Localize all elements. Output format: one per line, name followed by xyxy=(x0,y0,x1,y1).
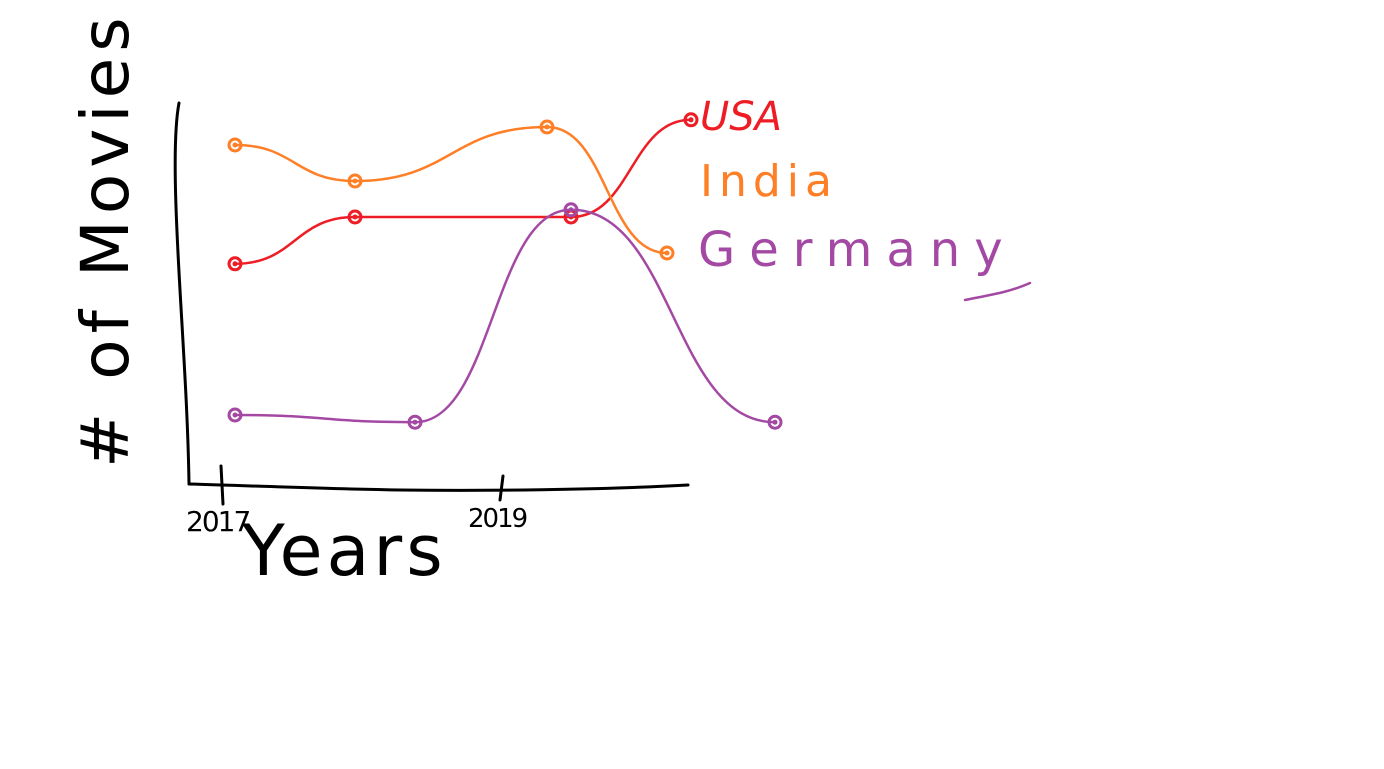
data-point-center-germany-0 xyxy=(232,412,238,418)
x-axis xyxy=(187,482,690,492)
data-point-usa-3 xyxy=(683,112,699,128)
legend-india: India xyxy=(700,156,838,207)
data-point-center-india-0 xyxy=(232,142,238,148)
legend-usa: USA xyxy=(700,94,782,140)
x-tick-2017 xyxy=(219,464,225,506)
data-point-center-germany-3 xyxy=(772,419,778,425)
data-point-india-1 xyxy=(347,173,363,189)
data-point-germany-1 xyxy=(407,414,423,430)
y-axis xyxy=(173,101,191,486)
series-line-germany xyxy=(233,208,777,424)
series-layer xyxy=(227,112,783,430)
series-line-usa xyxy=(233,118,693,266)
data-point-center-india-2 xyxy=(544,124,550,130)
data-point-india-0 xyxy=(227,137,243,153)
legend-germany-underline xyxy=(963,281,1032,302)
data-point-germany-2 xyxy=(563,202,579,218)
series-line-india xyxy=(233,125,669,255)
data-point-center-usa-3 xyxy=(688,117,694,123)
tick-label-2019: 2019 xyxy=(468,504,527,534)
data-point-germany-0 xyxy=(227,407,243,423)
x-tick-2019 xyxy=(498,474,505,502)
y-axis-title: # of Movies xyxy=(67,11,144,468)
legend: USA India Germany xyxy=(698,94,1032,302)
data-point-center-germany-2 xyxy=(568,207,574,213)
data-point-center-germany-1 xyxy=(412,419,418,425)
data-point-germany-3 xyxy=(767,414,783,430)
data-point-center-india-3 xyxy=(664,250,670,256)
data-point-usa-1 xyxy=(347,209,363,225)
data-point-usa-0 xyxy=(227,256,243,272)
data-point-center-india-1 xyxy=(352,178,358,184)
legend-germany: Germany xyxy=(698,222,1017,278)
data-point-india-2 xyxy=(539,119,555,135)
data-point-center-usa-0 xyxy=(232,261,238,267)
data-point-india-3 xyxy=(659,245,675,261)
data-point-center-usa-1 xyxy=(352,214,358,220)
x-axis-title: Years xyxy=(241,510,447,592)
tick-label-2017: 2017 xyxy=(186,505,249,538)
